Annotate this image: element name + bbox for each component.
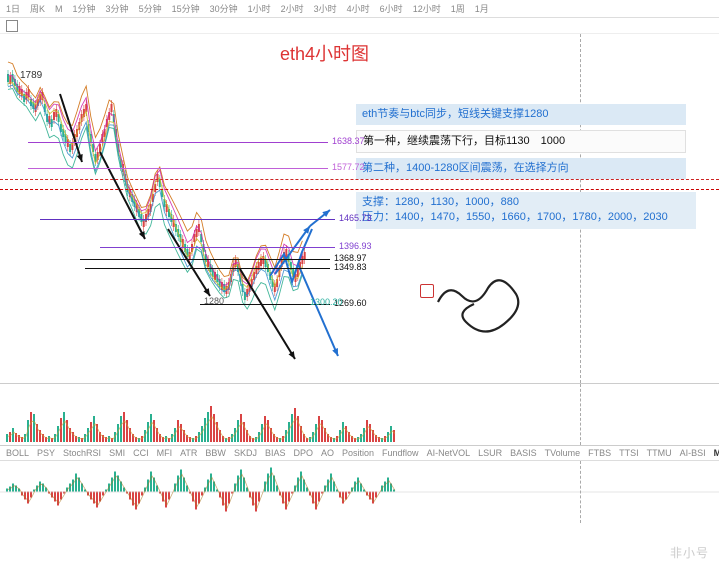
price-line bbox=[28, 142, 328, 143]
low-label: 1280 bbox=[204, 296, 224, 306]
indicator-tab[interactable]: AI-BSI bbox=[680, 448, 706, 458]
price-line-label: 1465.73 bbox=[339, 213, 372, 223]
price-line bbox=[85, 268, 330, 269]
indicator-tab[interactable]: LSUR bbox=[478, 448, 502, 458]
price-line bbox=[40, 219, 335, 220]
indicator-tab[interactable]: TVolume bbox=[545, 448, 581, 458]
tf-item[interactable]: 3分钟 bbox=[106, 2, 129, 15]
oscillator-bars bbox=[6, 492, 395, 512]
crosshair-vertical bbox=[580, 384, 581, 445]
indicator-tab[interactable]: Position bbox=[342, 448, 374, 458]
tf-item[interactable]: M bbox=[55, 4, 63, 14]
annotation-scenario2: 第二种，1400-1280区间震荡，在选择方向 bbox=[356, 158, 686, 179]
timeframe-toolbar: 1日 周K M 1分钟 3分钟 5分钟 15分钟 30分钟 1小时 2小时 3小… bbox=[0, 0, 719, 18]
price-line-label: 1349.83 bbox=[334, 262, 367, 272]
indicator-tab[interactable]: ATR bbox=[180, 448, 197, 458]
price-line bbox=[80, 259, 330, 260]
annotation-scenario1: 第一种，继续震荡下行，目标1130 1000 bbox=[356, 130, 686, 153]
indicator-tab[interactable]: AI-NetVOL bbox=[427, 448, 471, 458]
price-line bbox=[100, 247, 335, 248]
indicator-tab[interactable]: AO bbox=[321, 448, 334, 458]
price-line bbox=[0, 179, 719, 180]
signature-block: 冷风 bbox=[420, 264, 540, 354]
calendar-icon[interactable] bbox=[6, 20, 18, 32]
tf-item[interactable]: 4小时 bbox=[347, 2, 370, 15]
high-price-label: 1789 bbox=[20, 70, 42, 81]
price-chart[interactable]: eth4小时图 1789 eth节奏与btc同步，短线关键支撑1280 第一种，… bbox=[0, 34, 719, 384]
tf-item[interactable]: 1月 bbox=[475, 2, 489, 15]
indicator-tab[interactable]: SKDJ bbox=[234, 448, 257, 458]
indicator-selector: BOLL PSY StochRSI SMI CCI MFI ATR BBW SKDJ BIAS DP… bbox=[0, 446, 719, 461]
tf-item[interactable]: 5分钟 bbox=[139, 2, 162, 15]
indicator-tab[interactable]: CCI bbox=[133, 448, 149, 458]
tf-item[interactable]: 3小时 bbox=[314, 2, 337, 15]
tf-item[interactable]: 2小时 bbox=[281, 2, 304, 15]
indicator-tab[interactable]: TTSI bbox=[619, 448, 639, 458]
tf-item[interactable]: 6小时 bbox=[380, 2, 403, 15]
indicator-tab[interactable]: PSY bbox=[37, 448, 55, 458]
indicator-tab[interactable]: BBW bbox=[205, 448, 226, 458]
price-line-label: 1638.37 bbox=[332, 136, 365, 146]
indicator-tab[interactable]: MLR bbox=[714, 448, 719, 458]
volume-panel[interactable] bbox=[0, 384, 719, 446]
seal-icon bbox=[420, 284, 434, 298]
annotation-sync: eth节奏与btc同步，短线关键支撑1280 bbox=[356, 104, 686, 125]
chart-title: eth4小时图 bbox=[280, 40, 369, 66]
crosshair-horizontal bbox=[0, 189, 719, 190]
tf-item[interactable]: 30分钟 bbox=[210, 2, 238, 15]
tf-item[interactable]: 周K bbox=[30, 2, 45, 15]
indicator-tab[interactable]: BOLL bbox=[6, 448, 29, 458]
oscillator-panel[interactable] bbox=[0, 461, 719, 523]
volume-bars bbox=[6, 392, 395, 442]
tf-item[interactable]: 1分钟 bbox=[73, 2, 96, 15]
crosshair-vertical bbox=[580, 461, 581, 523]
price-line bbox=[28, 168, 328, 169]
indicator-tab[interactable]: SMI bbox=[109, 448, 125, 458]
indicator-tab[interactable]: BIAS bbox=[265, 448, 286, 458]
indicator-tab[interactable]: TTMU bbox=[647, 448, 672, 458]
tf-item[interactable]: 1小时 bbox=[248, 2, 271, 15]
tf-item[interactable]: 1日 bbox=[6, 2, 20, 15]
chart-subbar bbox=[0, 18, 719, 34]
price-line-label: 1396.93 bbox=[339, 241, 372, 251]
indicator-tab[interactable]: Fundflow bbox=[382, 448, 419, 458]
indicator-tab[interactable]: MFI bbox=[157, 448, 173, 458]
tf-item[interactable]: 15分钟 bbox=[172, 2, 200, 15]
mid-label: 1300.20 bbox=[310, 297, 343, 307]
indicator-tab[interactable]: FTBS bbox=[588, 448, 611, 458]
annotation-levels: 支撑：1280，1130，1000，880 压力：1400，1470，1550，… bbox=[356, 192, 696, 229]
indicator-tab[interactable]: StochRSI bbox=[63, 448, 101, 458]
watermark: 非小号 bbox=[670, 544, 709, 561]
price-line-label: 1577.72 bbox=[332, 162, 365, 172]
tf-item[interactable]: 12小时 bbox=[413, 2, 441, 15]
tf-item[interactable]: 1周 bbox=[451, 2, 465, 15]
indicator-tab[interactable]: DPO bbox=[293, 448, 313, 458]
indicator-tab[interactable]: BASIS bbox=[510, 448, 537, 458]
